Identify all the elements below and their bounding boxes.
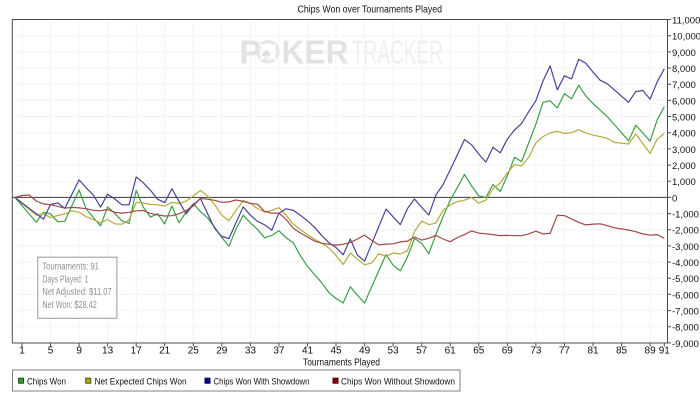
svg-text:-3,000: -3,000 — [672, 242, 699, 253]
svg-text:Chips Won Without Showdown: Chips Won Without Showdown — [341, 376, 455, 387]
svg-text:5,000: 5,000 — [672, 113, 696, 124]
svg-text:Chips Won With Showdown: Chips Won With Showdown — [214, 376, 310, 387]
svg-text:25: 25 — [188, 346, 200, 357]
svg-text:TRACKER: TRACKER — [352, 34, 443, 71]
svg-text:Days Played: 1: Days Played: 1 — [42, 273, 88, 285]
svg-text:5: 5 — [48, 346, 54, 357]
svg-text:P: P — [240, 34, 262, 71]
svg-text:Tournaments: 91: Tournaments: 91 — [42, 261, 99, 273]
svg-text:-2,000: -2,000 — [672, 226, 699, 237]
svg-text:2,000: 2,000 — [672, 161, 696, 172]
svg-text:KER: KER — [282, 34, 349, 71]
svg-text:41: 41 — [302, 346, 314, 357]
svg-text:4,000: 4,000 — [672, 129, 696, 140]
svg-text:8,000: 8,000 — [672, 64, 696, 75]
svg-text:17: 17 — [131, 346, 143, 357]
svg-text:Chips Won over Tournaments Pla: Chips Won over Tournaments Played — [298, 4, 443, 16]
svg-text:-7,000: -7,000 — [672, 307, 699, 318]
svg-text:9: 9 — [76, 346, 82, 357]
svg-text:29: 29 — [216, 346, 228, 357]
svg-text:45: 45 — [330, 346, 342, 357]
svg-text:73: 73 — [530, 346, 542, 357]
svg-text:0: 0 — [672, 193, 677, 204]
svg-text:Net Adjusted: $11.07: Net Adjusted: $11.07 — [42, 286, 111, 298]
svg-text:-9,000: -9,000 — [672, 339, 699, 350]
svg-text:53: 53 — [388, 346, 400, 357]
svg-text:33: 33 — [245, 346, 257, 357]
svg-text:61: 61 — [445, 346, 457, 357]
svg-text:9,000: 9,000 — [672, 48, 696, 59]
svg-text:10,000: 10,000 — [672, 32, 700, 43]
svg-text:81: 81 — [587, 346, 599, 357]
svg-text:♠: ♠ — [262, 46, 271, 63]
svg-text:65: 65 — [473, 346, 485, 357]
svg-text:-8,000: -8,000 — [672, 323, 699, 334]
svg-text:37: 37 — [273, 346, 285, 357]
svg-text:-6,000: -6,000 — [672, 290, 699, 301]
svg-text:1,000: 1,000 — [672, 177, 696, 188]
svg-text:3,000: 3,000 — [672, 145, 696, 156]
svg-text:85: 85 — [616, 346, 628, 357]
svg-text:77: 77 — [559, 346, 571, 357]
svg-text:7,000: 7,000 — [672, 80, 696, 91]
svg-text:91: 91 — [659, 346, 671, 357]
svg-text:11,000: 11,000 — [672, 15, 700, 26]
svg-text:89: 89 — [645, 346, 657, 357]
svg-text:21: 21 — [159, 346, 171, 357]
svg-text:Net Won: $28.42: Net Won: $28.42 — [42, 299, 97, 311]
svg-text:-1,000: -1,000 — [672, 210, 699, 221]
svg-text:57: 57 — [416, 346, 428, 357]
svg-text:1: 1 — [19, 346, 25, 357]
svg-text:Chips Won: Chips Won — [27, 376, 66, 387]
svg-text:-5,000: -5,000 — [672, 274, 699, 285]
svg-text:49: 49 — [359, 346, 371, 357]
svg-text:69: 69 — [502, 346, 514, 357]
svg-text:6,000: 6,000 — [672, 96, 696, 107]
svg-text:-4,000: -4,000 — [672, 258, 699, 269]
svg-text:Net Expected Chips Won: Net Expected Chips Won — [95, 376, 187, 387]
svg-text:Tournaments Played: Tournaments Played — [303, 358, 380, 369]
svg-text:13: 13 — [102, 346, 114, 357]
